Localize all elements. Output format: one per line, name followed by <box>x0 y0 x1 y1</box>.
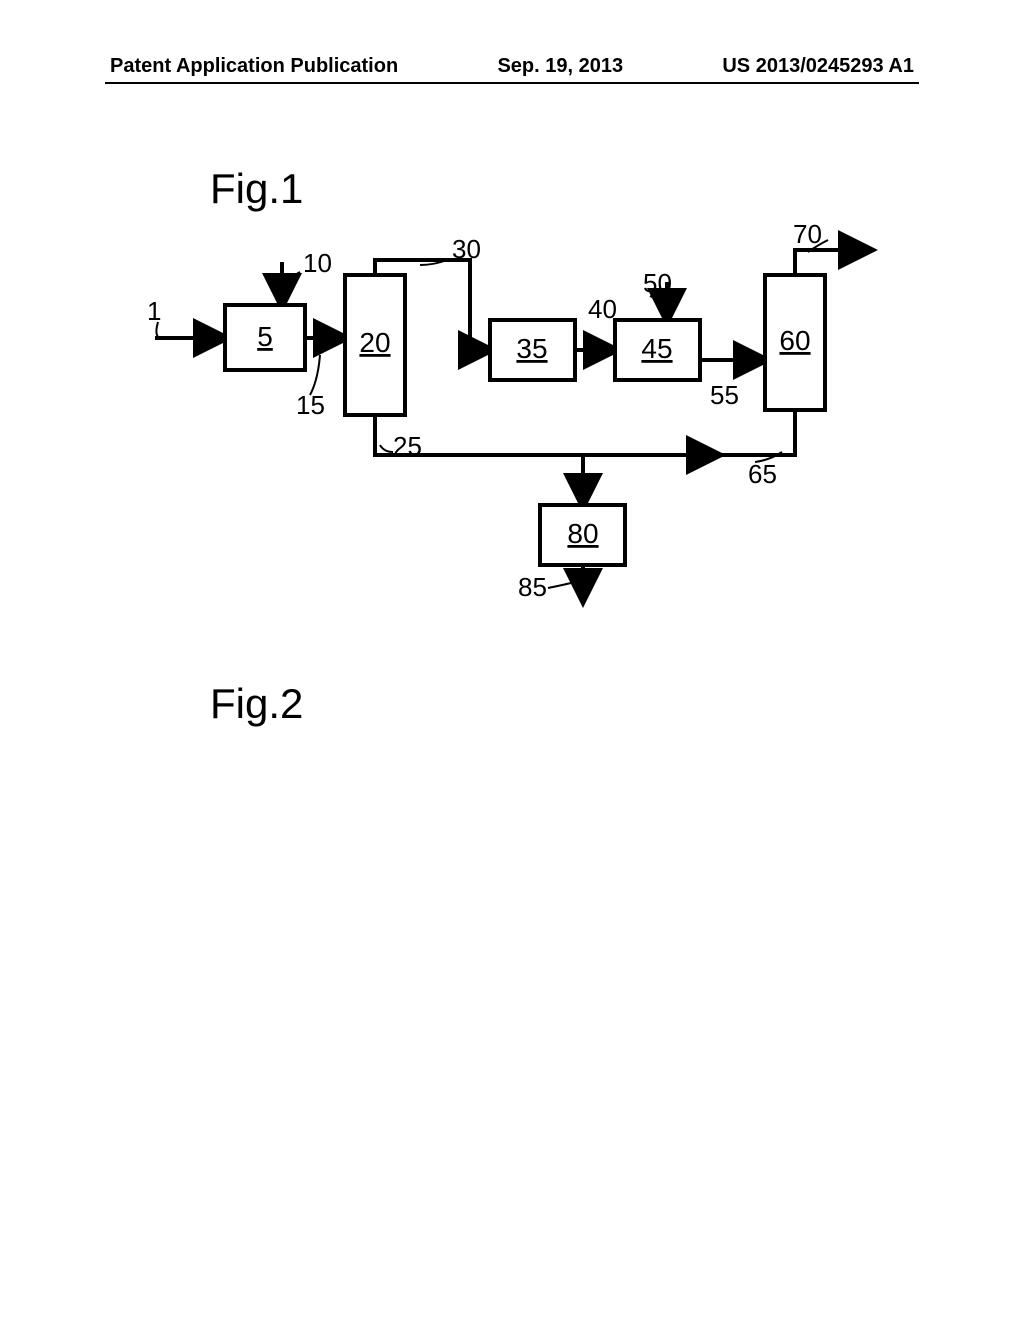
patent-page: Patent Application Publication Sep. 19, … <box>0 0 1024 1320</box>
figure-2: 5 20 35 80 1 10 30 40 75 85 90 <box>0 0 1024 700</box>
